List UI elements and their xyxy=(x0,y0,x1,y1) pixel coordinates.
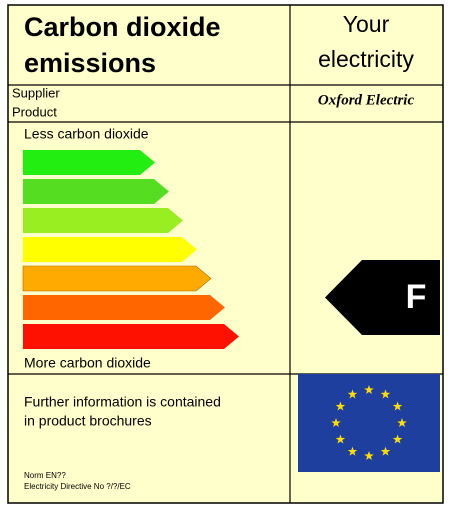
star xyxy=(335,434,346,444)
scale-bar xyxy=(23,237,197,262)
rating-arrow xyxy=(325,260,440,335)
scale-bar xyxy=(22,265,212,292)
scale-top: Less carbon dioxide xyxy=(24,126,149,142)
star xyxy=(380,389,391,399)
column-heading: electricity xyxy=(318,46,414,72)
scale-bar xyxy=(23,179,169,204)
star xyxy=(392,401,403,411)
title: emissions xyxy=(24,48,156,78)
star xyxy=(380,446,391,456)
star xyxy=(335,401,346,411)
info-text: in product brochures xyxy=(24,413,152,429)
star xyxy=(397,418,407,428)
column-heading: Your xyxy=(343,11,390,37)
supplier-label: Supplier xyxy=(12,85,60,100)
supplier-name: Oxford Electric xyxy=(318,92,415,108)
star xyxy=(364,451,374,461)
directive-text: Electricity Directive No ?/?/EC xyxy=(24,482,131,491)
scale-bar xyxy=(23,295,225,320)
star xyxy=(331,418,341,428)
info-text: Further information is contained xyxy=(24,394,221,410)
title: Carbon dioxide xyxy=(24,12,221,42)
star xyxy=(347,389,358,399)
scale-bar xyxy=(23,208,183,233)
scale-bottom: More carbon dioxide xyxy=(24,355,151,371)
star xyxy=(364,385,374,395)
rating-letter: F xyxy=(406,278,427,316)
star xyxy=(392,434,403,444)
scale-bar xyxy=(23,150,155,175)
scale-bar xyxy=(23,324,239,349)
norm-text: Norm EN?? xyxy=(24,471,66,480)
star xyxy=(347,446,358,456)
scale-bars xyxy=(22,150,239,349)
eu-stars xyxy=(331,385,407,461)
product-label: Product xyxy=(12,104,57,119)
